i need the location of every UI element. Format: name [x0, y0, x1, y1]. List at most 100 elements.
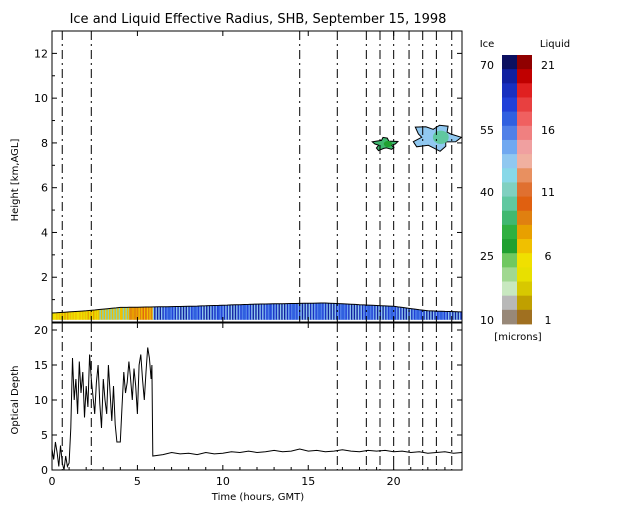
bl-cell — [199, 305, 202, 320]
bl-cell — [99, 309, 102, 320]
bl-cell — [80, 311, 83, 320]
bl-cell — [233, 304, 236, 320]
upper-cloud-patch-0 — [371, 136, 400, 152]
colorbar-liquid-tick: 21 — [541, 59, 555, 72]
colorbar-ice-swatch — [502, 69, 517, 84]
bl-cell — [230, 304, 233, 320]
bl-cell — [226, 305, 229, 320]
bl-cell — [359, 304, 362, 320]
colorbar: 70 55 40 25 10 21 16 11 6 1 — [480, 55, 555, 327]
bl-cell — [197, 306, 200, 320]
bl-cell — [212, 305, 215, 320]
bl-cell — [195, 306, 198, 320]
colorbar-liquid-swatch — [517, 111, 532, 127]
bl-cell — [415, 309, 418, 320]
bl-cell — [282, 303, 285, 320]
bl-cell — [247, 304, 250, 320]
top-ytick-label: 8 — [41, 137, 48, 150]
bl-cell — [397, 306, 400, 320]
bl-cell — [416, 309, 419, 320]
bl-cell — [162, 306, 165, 320]
bot-ytick-label: 5 — [41, 429, 48, 442]
bl-cell — [435, 311, 438, 320]
optical-depth-panel: 0 5 10 15 20 0 5 10 15 20 — [34, 322, 463, 488]
bl-cell — [394, 306, 397, 320]
bl-cell — [219, 305, 222, 320]
bl-cell — [217, 305, 219, 320]
bl-cell — [191, 306, 194, 320]
bl-cell — [431, 310, 434, 320]
bl-cell — [104, 308, 107, 320]
bl-cell — [450, 311, 453, 320]
bl-cell — [176, 306, 178, 320]
bl-cell — [222, 305, 225, 320]
bottom-xlabel: Time (hours, GMT) — [211, 492, 305, 503]
bl-cell — [241, 304, 244, 320]
bl-cell — [330, 303, 333, 320]
bl-cell — [181, 306, 184, 320]
bl-cell — [402, 307, 405, 320]
bl-cell — [188, 306, 191, 320]
bl-cell — [381, 305, 383, 320]
bl-cell — [372, 305, 375, 320]
bl-cell — [312, 303, 315, 320]
bl-segment-3 — [152, 302, 462, 320]
bl-cell — [434, 311, 437, 320]
bl-cell — [130, 307, 133, 320]
bl-cell — [111, 308, 114, 320]
bl-cell — [119, 307, 122, 320]
bl-cell — [255, 304, 258, 320]
top-frame — [51, 30, 463, 323]
bl-cell — [352, 304, 355, 320]
bl-cell — [135, 307, 138, 320]
bl-cell — [442, 311, 445, 320]
bl-cell — [146, 307, 149, 320]
bl-cell — [288, 303, 291, 320]
bl-cell — [139, 307, 142, 320]
bl-cell — [375, 305, 378, 320]
bl-cell — [208, 305, 211, 320]
bl-cell — [193, 306, 196, 320]
colorbar-liquid-swatch — [517, 154, 532, 169]
bl-cell — [266, 303, 269, 320]
bl-cell — [417, 309, 420, 320]
bl-cell — [210, 305, 213, 320]
colorbar-ice-swatch — [502, 182, 517, 197]
bl-cell — [117, 307, 120, 320]
bl-cell — [274, 303, 277, 320]
bl-cell — [386, 305, 389, 320]
bl-cell — [86, 310, 89, 320]
colorbar-ice-tick: 55 — [480, 124, 494, 137]
bl-cell — [408, 308, 411, 320]
bl-cell — [124, 307, 127, 320]
colorbar-ice-swatch — [502, 224, 517, 240]
bl-cell — [145, 307, 148, 320]
bl-cell — [58, 312, 61, 320]
bl-cell — [95, 309, 98, 320]
colorbar-ice-tick: 10 — [480, 314, 494, 327]
heatmap-cells — [52, 124, 462, 320]
bl-cell — [301, 303, 304, 320]
bl-cell — [309, 303, 312, 320]
bl-cell — [84, 310, 87, 320]
colorbar-liquid-swatch — [517, 69, 532, 84]
bl-cell — [259, 304, 262, 320]
colorbar-liquid-swatch — [517, 309, 532, 325]
colorbar-ice-swatch — [502, 210, 517, 226]
bl-cell — [297, 303, 300, 320]
bl-cell — [438, 311, 441, 320]
bl-cell — [249, 304, 252, 320]
bl-cell — [443, 311, 446, 320]
bl-cell — [93, 310, 95, 320]
bot-ytick-label: 0 — [41, 464, 48, 477]
bl-cell — [159, 306, 162, 320]
bl-cell — [114, 308, 117, 320]
bl-cell — [60, 312, 63, 320]
bl-cell — [143, 307, 146, 320]
bl-cell — [263, 303, 266, 320]
colorbar-ice-tick: 25 — [480, 250, 494, 263]
bl-cell — [131, 307, 134, 320]
bl-cell — [398, 307, 401, 320]
bl-cell — [87, 310, 90, 320]
bl-cell — [229, 305, 232, 320]
